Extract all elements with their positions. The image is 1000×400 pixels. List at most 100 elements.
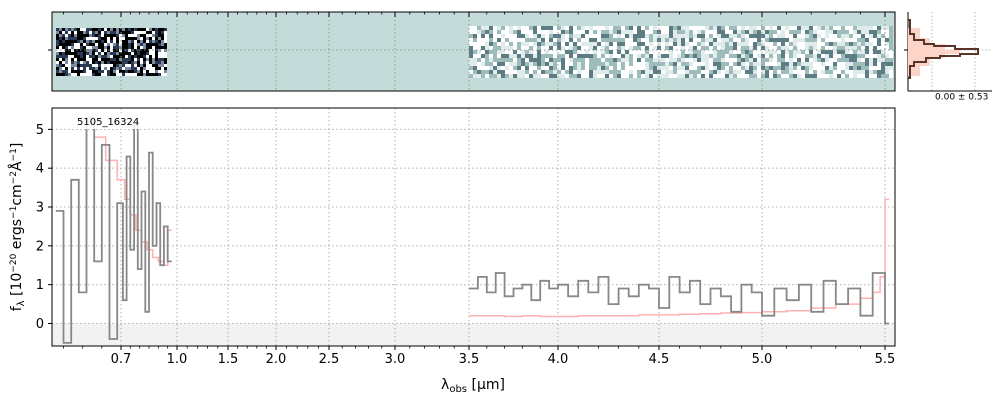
spectrum-2d-pixel: [481, 50, 485, 54]
spectrum-2d-pixel: [155, 34, 158, 37]
spectrum-2d-pixel: [625, 38, 629, 42]
spectrum-2d-pixel: [485, 74, 489, 78]
spectrum-2d-pixel: [701, 38, 705, 42]
spectrum-2d-pixel: [89, 49, 92, 52]
spectrum-2d-pixel: [131, 37, 134, 40]
spectrum-2d-pixel: [56, 64, 59, 67]
spectrum-2d-pixel: [633, 66, 637, 70]
spectrum-2d-pixel: [697, 58, 701, 62]
spectrum-2d-pixel: [609, 34, 613, 38]
spectrum-2d-pixel: [80, 37, 83, 40]
spectrum-2d-pixel: [158, 67, 161, 70]
spectrum-2d-pixel: [161, 64, 164, 67]
spectrum-2d-pixel: [485, 26, 489, 30]
spectrum-2d-pixel: [80, 52, 83, 55]
spectrum-2d-pixel: [161, 37, 164, 40]
spectrum-2d-pixel: [697, 74, 701, 78]
spectrum-2d-pixel: [713, 74, 717, 78]
spectrum-2d-pixel: [705, 70, 709, 74]
spectrum-2d-pixel: [653, 38, 657, 42]
spectrum-2d-pixel: [777, 58, 781, 62]
spectrum-2d-pixel: [629, 54, 633, 58]
spectrum-2d-pixel: [593, 50, 597, 54]
spectrum-2d-pixel: [861, 34, 865, 38]
spectrum-2d-pixel: [597, 62, 601, 66]
spectrum-2d-pixel: [845, 42, 849, 46]
spectrum-2d-pixel: [481, 38, 485, 42]
spectrum-2d-pixel: [717, 42, 721, 46]
spectrum-2d-pixel: [837, 46, 841, 50]
spectrum-2d-pixel: [513, 62, 517, 66]
spectrum-2d-pixel: [669, 26, 673, 30]
spectrum-2d-pixel: [701, 46, 705, 50]
spectrum-2d-pixel: [110, 31, 113, 34]
spectrum-2d-pixel: [74, 49, 77, 52]
spectrum-2d-pixel: [164, 52, 167, 55]
spectrum-2d-pixel: [781, 30, 785, 34]
spectrum-2d-pixel: [513, 42, 517, 46]
spectrum-2d-pixel: [549, 58, 553, 62]
spectrum-2d-pixel: [481, 62, 485, 66]
spectrum-2d-pixel: [697, 46, 701, 50]
spectrum-2d-pixel: [621, 30, 625, 34]
spectrum-2d-pixel: [545, 58, 549, 62]
spectrum-2d-pixel: [98, 73, 101, 76]
spectrum-2d-pixel: [143, 70, 146, 73]
spectrum-2d-pixel: [164, 58, 167, 61]
spectrum-2d-pixel: [797, 34, 801, 38]
spectrum-2d-pixel: [681, 46, 685, 50]
spectrum-2d-pixel: [725, 66, 729, 70]
spectrum-2d-pixel: [869, 26, 873, 30]
spectrum-2d-pixel: [765, 46, 769, 50]
spectrum-2d-pixel: [89, 55, 92, 58]
spectrum-2d-pixel: [721, 26, 725, 30]
spectrum-2d-pixel: [146, 43, 149, 46]
spectrum-2d-pixel: [813, 46, 817, 50]
spectrum-2d-pixel: [533, 54, 537, 58]
spectrum-2d-pixel: [777, 62, 781, 66]
spectrum-2d-pixel: [809, 66, 813, 70]
spectrum-2d-pixel: [89, 52, 92, 55]
spectrum-2d-pixel: [773, 30, 777, 34]
spectrum-2d-pixel: [577, 50, 581, 54]
x-axis: 0.7 1.0 1.5 2.0 2.5 3.0 3.5 4.0 4.5 5.0 5.5: [63, 12, 895, 367]
spectrum-2d-pixel: [669, 70, 673, 74]
spectrum-2d-pixel: [661, 66, 665, 70]
spectrum-2d-pixel: [621, 74, 625, 78]
spectrum-2d-pixel: [161, 61, 164, 64]
spectrum-2d-pixel: [621, 70, 625, 74]
spectrum-2d-pixel: [745, 42, 749, 46]
spectrum-2d-pixel: [59, 55, 62, 58]
spectrum-2d-pixel: [152, 61, 155, 64]
spectrum-2d-pixel: [653, 42, 657, 46]
spectrum-2d-pixel: [777, 30, 781, 34]
spectrum-2d-pixel: [561, 38, 565, 42]
spectrum-2d-pixel: [641, 70, 645, 74]
spectrum-2d-pixel: [777, 70, 781, 74]
spectrum-2d-pixel: [68, 37, 71, 40]
spectrum-2d-pixel: [71, 55, 74, 58]
spectrum-2d-pixel: [149, 28, 152, 31]
spectrum-2d-pixel: [537, 66, 541, 70]
plot-frame: [51, 107, 896, 347]
spectrum-2d-pixel: [62, 46, 65, 49]
spectrum-2d-pixel: [62, 28, 65, 31]
spectrum-2d-pixel: [533, 62, 537, 66]
spectrum-2d-pixel: [641, 26, 645, 30]
spectrum-2d-pixel: [721, 34, 725, 38]
spectrum-2d-pixel: [549, 34, 553, 38]
spectrum-2d-pixel: [793, 66, 797, 70]
spectrum-2d-pixel: [501, 50, 505, 54]
spectrum-2d-pixel: [477, 66, 481, 70]
spectrum-2d-pixel: [513, 66, 517, 70]
spectrum-2d-pixel: [80, 55, 83, 58]
spectrum-2d-pixel: [95, 28, 98, 31]
spectrum-2d-pixel: [573, 62, 577, 66]
spectrum-2d-pixel: [140, 73, 143, 76]
spectrum-2d-pixel: [849, 54, 853, 58]
spectrum-2d-pixel: [581, 46, 585, 50]
spectrum-2d-pixel: [541, 66, 545, 70]
spectrum-2d-pixel: [661, 50, 665, 54]
spectrum-2d-pixel: [729, 70, 733, 74]
spectrum-2d-pixel: [801, 70, 805, 74]
